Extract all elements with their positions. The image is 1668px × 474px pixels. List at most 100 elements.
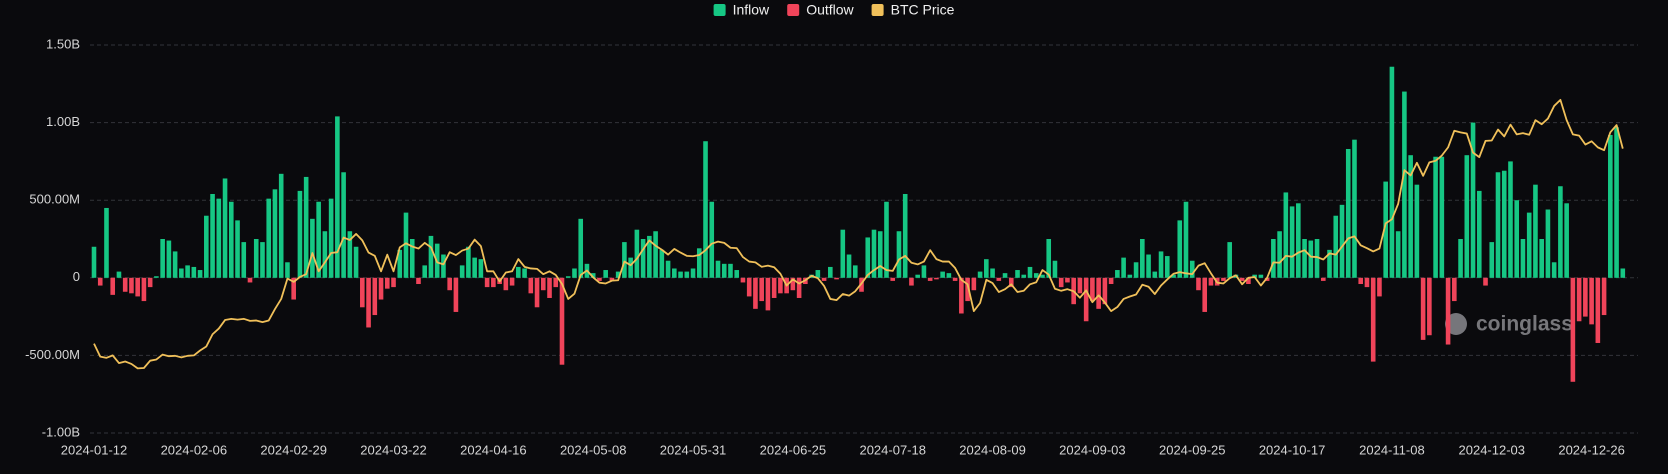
bar bbox=[378, 277, 384, 300]
bar bbox=[172, 251, 178, 278]
bar bbox=[1427, 277, 1432, 336]
bar bbox=[1452, 277, 1457, 302]
bar bbox=[1183, 201, 1189, 278]
bar bbox=[1614, 127, 1619, 278]
bar-series bbox=[97, 277, 1607, 382]
bar bbox=[1333, 215, 1339, 278]
bar bbox=[971, 277, 977, 291]
y-tick-label: 500.00M bbox=[29, 192, 80, 207]
bar bbox=[703, 141, 708, 278]
bar bbox=[191, 266, 197, 278]
bar bbox=[1008, 277, 1014, 288]
bar bbox=[565, 276, 571, 278]
bar bbox=[1314, 239, 1320, 278]
bar bbox=[516, 266, 521, 278]
bar bbox=[996, 277, 1002, 281]
bar bbox=[391, 277, 396, 288]
bar bbox=[210, 193, 215, 278]
bar bbox=[1601, 277, 1607, 316]
bar bbox=[603, 270, 608, 278]
bar bbox=[154, 276, 159, 278]
bar bbox=[678, 271, 683, 278]
bar bbox=[1470, 122, 1476, 278]
x-tick-label: 2024-11-08 bbox=[1359, 442, 1425, 457]
bar bbox=[235, 220, 240, 278]
bar bbox=[647, 235, 652, 278]
bar bbox=[597, 277, 602, 281]
x-tick-label: 2024-09-03 bbox=[1059, 442, 1126, 457]
bar bbox=[990, 268, 995, 278]
bar bbox=[416, 277, 421, 285]
bar bbox=[141, 277, 147, 302]
bar bbox=[241, 242, 247, 278]
bar bbox=[91, 246, 97, 278]
bar bbox=[884, 201, 889, 278]
x-tick-label: 2024-05-08 bbox=[560, 442, 627, 457]
y-tick-label: 1.50B bbox=[46, 36, 80, 51]
bar bbox=[684, 271, 690, 278]
bar bbox=[828, 266, 833, 278]
bar bbox=[484, 277, 490, 288]
bar bbox=[522, 268, 527, 278]
bar bbox=[721, 263, 727, 278]
bar bbox=[1564, 203, 1569, 278]
bar bbox=[341, 172, 346, 278]
bar bbox=[665, 260, 671, 278]
bar bbox=[1320, 277, 1326, 281]
bar bbox=[1345, 148, 1351, 278]
bar bbox=[1083, 277, 1089, 322]
bar bbox=[1445, 277, 1451, 345]
bar bbox=[1027, 266, 1033, 278]
bar bbox=[1058, 277, 1064, 288]
bar bbox=[834, 277, 839, 280]
bar bbox=[266, 198, 272, 278]
bar bbox=[578, 218, 584, 278]
bar bbox=[821, 277, 827, 281]
legend-label: Outflow bbox=[806, 2, 854, 18]
bar bbox=[285, 262, 290, 278]
bar bbox=[1514, 200, 1520, 278]
bar bbox=[1096, 277, 1101, 309]
x-tick-label: 2024-10-17 bbox=[1259, 442, 1326, 457]
x-tick-label: 2024-09-25 bbox=[1159, 442, 1226, 457]
bar bbox=[1289, 206, 1295, 278]
bar bbox=[528, 277, 534, 294]
bar bbox=[316, 201, 321, 278]
bar bbox=[347, 231, 353, 278]
bar bbox=[640, 239, 646, 278]
bar bbox=[310, 218, 315, 278]
bar bbox=[253, 239, 259, 278]
bar bbox=[622, 242, 627, 278]
legend-label: BTC Price bbox=[891, 2, 955, 18]
bar bbox=[1127, 274, 1133, 278]
bar bbox=[1570, 277, 1576, 382]
bar bbox=[472, 257, 477, 278]
bar bbox=[740, 277, 746, 283]
legend-swatch bbox=[871, 4, 884, 16]
bar bbox=[540, 277, 546, 291]
bar bbox=[1140, 239, 1145, 278]
bar bbox=[1327, 249, 1332, 278]
bar bbox=[1370, 277, 1376, 362]
bar bbox=[122, 277, 128, 292]
bar bbox=[1052, 260, 1058, 278]
bar bbox=[1595, 277, 1601, 343]
bar bbox=[909, 277, 914, 286]
bar bbox=[1576, 277, 1582, 322]
bar bbox=[291, 277, 296, 300]
bar bbox=[771, 277, 777, 298]
bar bbox=[129, 277, 134, 294]
bar bbox=[1501, 170, 1507, 278]
bar bbox=[1271, 239, 1276, 278]
bar bbox=[1133, 262, 1139, 278]
watermark: coinglass bbox=[1445, 313, 1573, 336]
bar bbox=[222, 178, 228, 278]
bar bbox=[921, 265, 927, 278]
bar bbox=[559, 277, 565, 365]
y-tick-label: -500.00M bbox=[25, 347, 80, 362]
legend-item: Outflow bbox=[787, 2, 855, 18]
bar bbox=[322, 231, 328, 278]
bar bbox=[759, 277, 764, 302]
bar bbox=[1402, 91, 1407, 278]
bar bbox=[216, 198, 222, 278]
